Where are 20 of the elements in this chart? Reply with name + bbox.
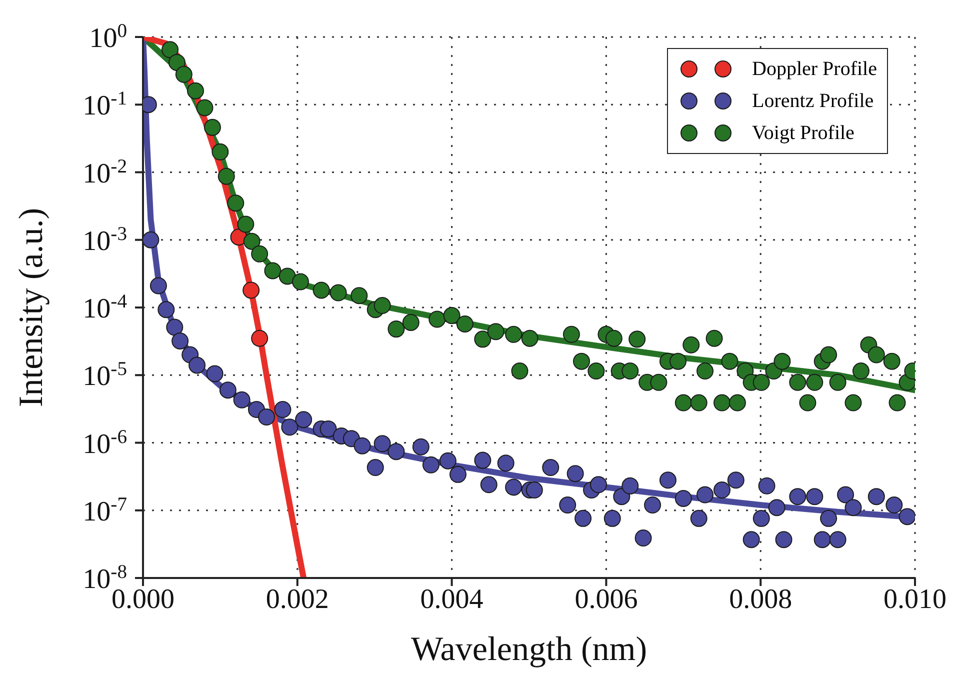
y-tick-label: 10$^{-4}$ [82, 291, 128, 324]
x-tick-label: 0.006 [574, 584, 638, 615]
y-tick-label: 10$^{-1}$ [82, 88, 127, 122]
point [251, 330, 268, 347]
x-tick-label: 0.004 [420, 584, 484, 615]
y-axis-title: Intensity (a.u.) [13, 208, 50, 408]
x-tick-label: 0.010 [884, 584, 946, 615]
y-tick-label: 10$^{-6}$ [82, 426, 128, 460]
x-tick-label: 0.002 [266, 584, 329, 615]
legend-label: Voigt Profile [752, 122, 854, 144]
x-tick-label: 0.008 [729, 584, 792, 615]
point [242, 282, 260, 299]
legend-label: Lorentz Profile [752, 90, 874, 112]
x-axis-title: Wavelength (nm) [410, 631, 648, 668]
legend-label: Doppler Profile [752, 58, 877, 80]
y-tick-label: 10$^{-5}$ [82, 358, 128, 392]
y-tick-label: 10$^{-2}$ [82, 156, 127, 190]
y-tick-label: 10$^{-3}$ [82, 223, 128, 257]
y-tick-label: 10$^{0}$ [89, 20, 128, 54]
y-tick-label: 10$^{-7}$ [82, 494, 128, 528]
